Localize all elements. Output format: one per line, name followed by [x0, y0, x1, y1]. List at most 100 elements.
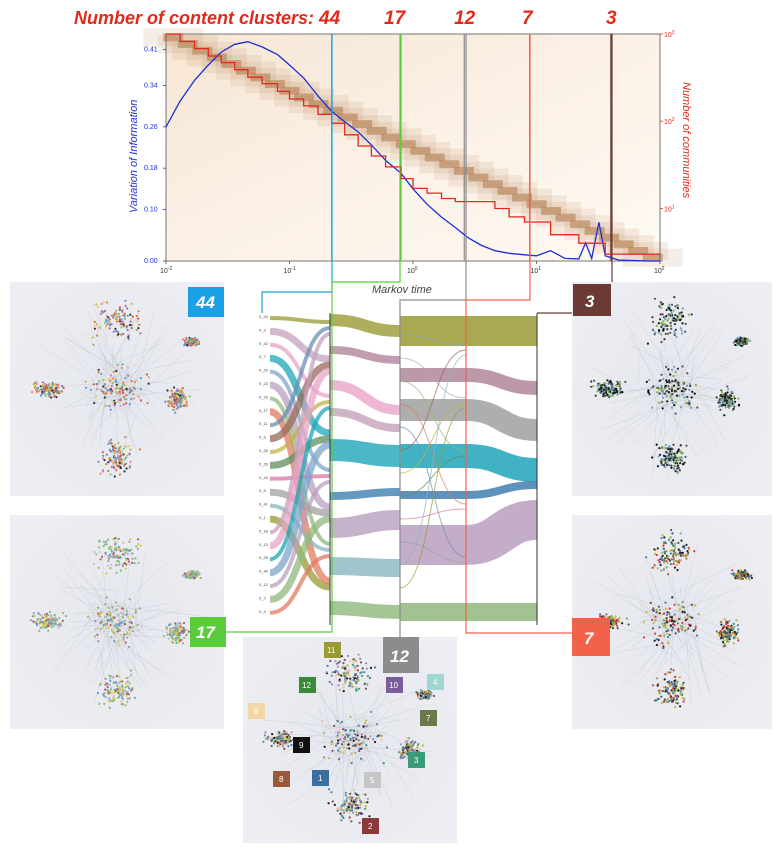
network-node: [130, 389, 134, 392]
network-node: [433, 694, 436, 698]
network-node: [117, 689, 120, 693]
network-node: [119, 392, 122, 395]
network-node: [121, 680, 124, 683]
network-node: [412, 742, 415, 746]
network-node: [672, 384, 676, 387]
network-node: [336, 665, 340, 668]
network-node: [130, 674, 133, 677]
network-node: [31, 615, 34, 618]
network-node: [199, 576, 202, 580]
network-node: [662, 561, 666, 564]
network-node: [666, 613, 669, 617]
heatmap-cell: [584, 226, 605, 235]
network-node: [124, 551, 127, 554]
network-node: [677, 561, 681, 564]
network-node: [137, 310, 140, 313]
network-node: [330, 791, 333, 794]
network-node: [344, 728, 347, 732]
network-node: [188, 340, 192, 343]
network-node: [353, 744, 356, 747]
network-node: [614, 615, 617, 618]
network-node: [661, 534, 664, 537]
network-node: [671, 399, 674, 402]
network-node: [668, 633, 671, 636]
network-node: [109, 450, 113, 453]
network-node: [102, 454, 105, 457]
network-node: [85, 386, 88, 389]
network-node: [128, 540, 131, 543]
network-node: [723, 625, 726, 629]
network-node: [660, 463, 663, 466]
network-node: [421, 698, 424, 701]
network-node: [193, 577, 196, 580]
network-edge: [92, 609, 110, 712]
network-node: [647, 389, 650, 392]
network-node: [355, 798, 358, 802]
network-node: [328, 757, 331, 760]
network-node: [96, 606, 100, 609]
network-node: [39, 626, 42, 629]
network-node: [91, 336, 94, 339]
flow-thin: [399, 380, 467, 452]
heatmap-cell: [570, 220, 591, 229]
network-node: [667, 635, 670, 639]
network-node: [54, 622, 57, 625]
network-node: [674, 706, 677, 709]
network-node: [120, 462, 123, 465]
network-node: [348, 668, 351, 671]
network-node: [104, 695, 107, 699]
network-node: [681, 365, 684, 368]
network-node: [121, 366, 124, 369]
network-node: [694, 628, 697, 631]
network-node: [348, 816, 351, 819]
network-node: [734, 575, 737, 578]
network-node: [94, 619, 97, 623]
network-node: [685, 444, 688, 447]
cluster-label-text: 9: [299, 741, 304, 750]
network-node: [179, 404, 182, 407]
network-node: [99, 683, 102, 686]
network-node: [114, 547, 117, 550]
network-node: [410, 747, 413, 750]
network-node: [95, 383, 98, 386]
network-node: [358, 743, 361, 746]
flow-thin: [399, 541, 467, 563]
network-node: [675, 319, 678, 322]
network-node: [729, 399, 733, 402]
network-node: [661, 689, 664, 693]
network-node: [349, 715, 352, 718]
network-node: [98, 702, 101, 705]
network-node: [337, 684, 340, 687]
network-node: [112, 697, 115, 700]
network-node: [655, 677, 659, 680]
network-edge: [659, 356, 668, 381]
network-node: [658, 689, 661, 692]
network-node: [663, 612, 666, 615]
cluster-label-box: [299, 677, 316, 693]
network-node: [108, 321, 111, 324]
network-node: [336, 734, 339, 737]
network-node: [183, 396, 186, 399]
network-node: [661, 642, 664, 645]
network-node: [676, 553, 679, 556]
network-node: [125, 387, 128, 391]
network-node: [176, 629, 179, 633]
network-node: [363, 801, 366, 804]
network-node: [128, 598, 131, 601]
network-node: [670, 388, 674, 391]
network-node: [147, 382, 150, 385]
network-edge: [104, 597, 122, 642]
network-node: [357, 679, 360, 682]
network-node: [744, 340, 747, 343]
network-node: [618, 616, 621, 620]
network-node: [131, 626, 134, 629]
network-node: [109, 624, 112, 627]
cluster-label-text: 2: [368, 822, 373, 831]
network-node: [666, 332, 669, 335]
network-node: [661, 313, 664, 316]
network-node: [688, 548, 691, 551]
network-node: [352, 661, 355, 664]
network-node: [662, 542, 665, 545]
network-edge: [674, 339, 684, 379]
